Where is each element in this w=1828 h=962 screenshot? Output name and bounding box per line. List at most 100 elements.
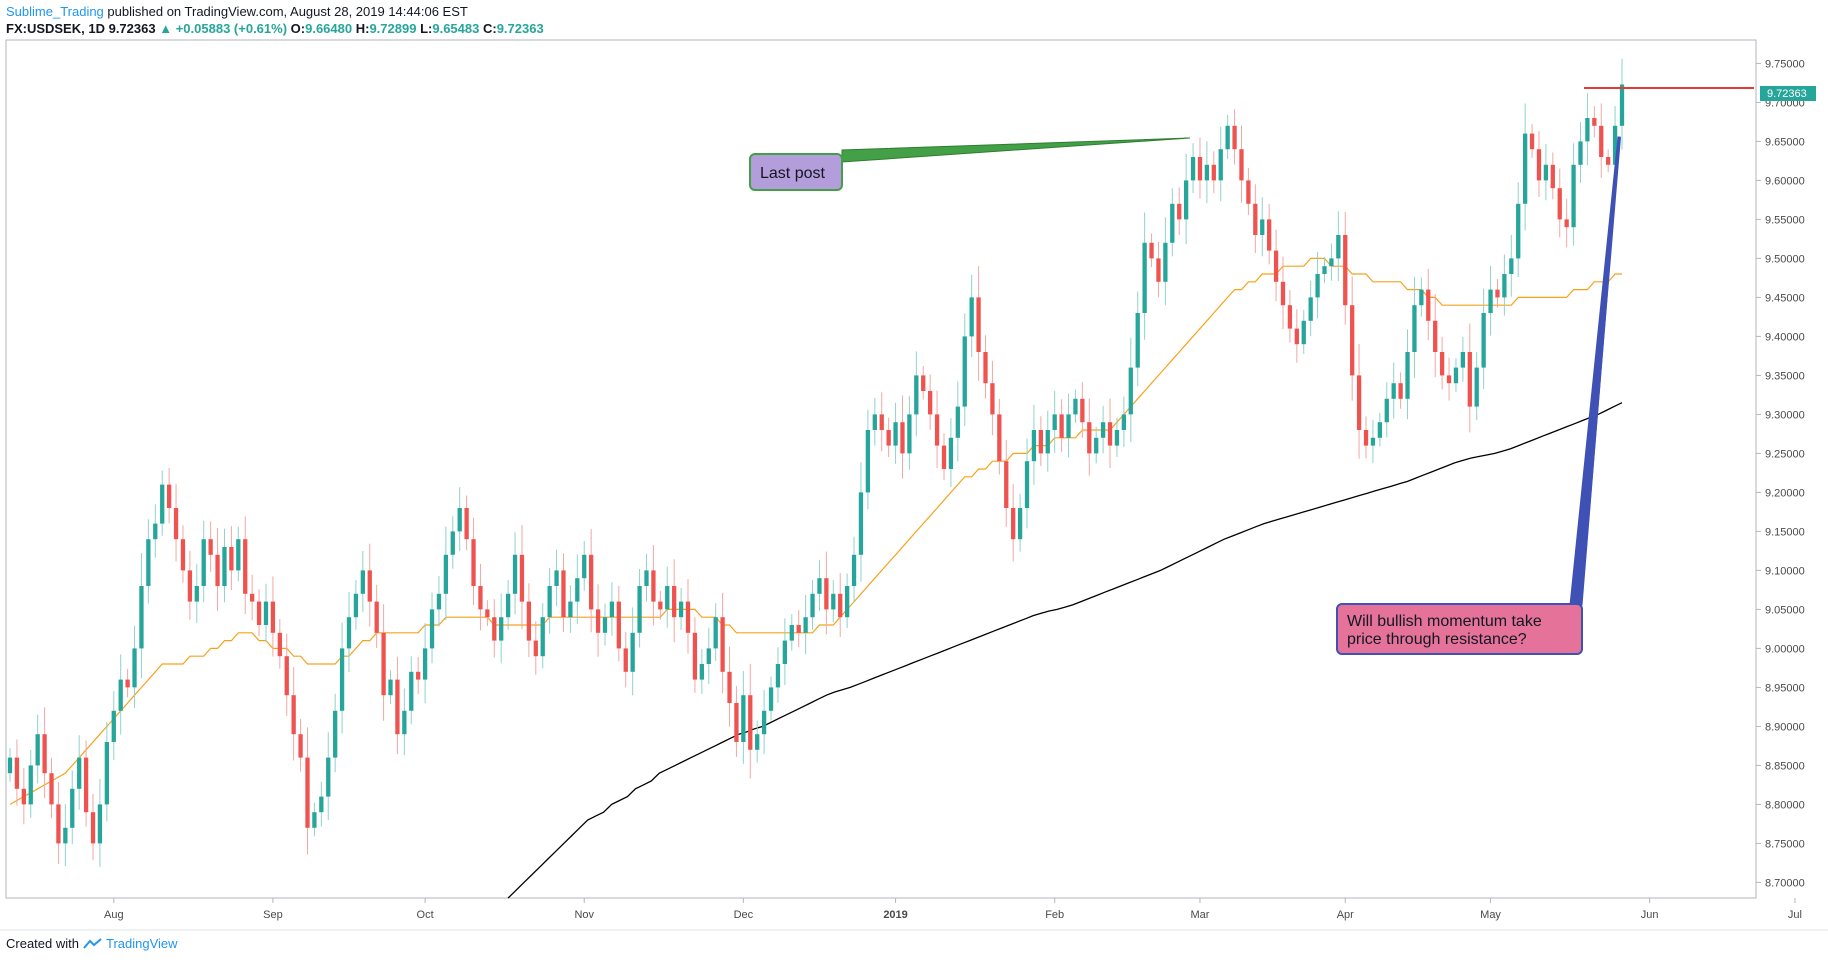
- candle-body: [360, 570, 365, 594]
- candle-body: [243, 539, 248, 594]
- candle-body: [333, 710, 338, 758]
- candle-body: [153, 523, 158, 540]
- y-tick-label: 8.95000: [1765, 682, 1805, 694]
- candle-body: [824, 578, 829, 610]
- candle-body: [1087, 422, 1092, 454]
- tradingview-logo[interactable]: TradingView: [83, 936, 178, 951]
- candle-body: [644, 570, 649, 586]
- candle-body: [1329, 258, 1334, 267]
- candle-body: [160, 484, 165, 524]
- drawing-overlays: Last post Will bullish momentum take pri…: [749, 87, 1754, 655]
- author-link[interactable]: Sublime_Trading: [6, 4, 104, 19]
- candle-body: [492, 617, 497, 641]
- candle-body: [851, 554, 857, 586]
- plot-area: [5, 39, 1757, 899]
- y-tick-label: 9.75000: [1765, 58, 1805, 70]
- y-tick-label: 9.00000: [1765, 643, 1805, 655]
- candle-body: [692, 632, 698, 680]
- candle-body: [478, 586, 483, 610]
- candle-body: [955, 406, 960, 438]
- candle-body: [1163, 242, 1168, 282]
- candle-body: [104, 742, 110, 805]
- close-value: 9.72363: [496, 21, 544, 36]
- candle-body: [1211, 164, 1216, 181]
- candle-body: [111, 710, 116, 742]
- candle-body: [1232, 125, 1237, 150]
- candle-body: [457, 508, 462, 532]
- y-tick-label: 9.45000: [1765, 292, 1805, 304]
- candle-body: [748, 695, 753, 750]
- y-tick-label: 9.50000: [1765, 253, 1805, 265]
- up-arrow-icon: ▲: [159, 21, 173, 36]
- low-value: 9.65483: [432, 21, 480, 36]
- candle-body: [1011, 508, 1016, 540]
- price-axis[interactable]: 9.750009.700009.650009.600009.550009.500…: [1756, 58, 1805, 889]
- candle-body: [796, 625, 801, 633]
- y-tick-label: 9.05000: [1765, 604, 1805, 616]
- time-axis[interactable]: AugSepOctNovDec2019FebMarAprMayJunJulAug…: [104, 898, 1828, 921]
- candle-body: [429, 609, 435, 649]
- candle-body: [720, 617, 725, 672]
- candle-body: [1350, 305, 1355, 376]
- candle-body: [983, 352, 988, 384]
- candle-body: [422, 648, 428, 680]
- candle-body: [485, 609, 490, 618]
- y-tick-label: 9.20000: [1765, 487, 1805, 499]
- x-tick-label: Nov: [574, 909, 594, 921]
- candle-body: [554, 570, 559, 586]
- candle-body: [1183, 180, 1189, 220]
- x-tick-label: Jul: [1788, 909, 1802, 921]
- candle-body: [1287, 305, 1293, 329]
- high-value: 9.72899: [369, 21, 417, 36]
- x-tick-label: Jun: [1641, 909, 1659, 921]
- candle-body: [678, 601, 684, 618]
- candle-body: [339, 648, 345, 711]
- candle-body: [1156, 258, 1161, 282]
- candle-body: [568, 601, 573, 618]
- candle-body: [277, 632, 282, 657]
- candle-body: [402, 710, 407, 735]
- candle-body: [229, 547, 234, 571]
- candle-body: [1377, 422, 1382, 438]
- last-post-box[interactable]: [749, 153, 843, 191]
- candle-body: [1031, 430, 1037, 462]
- candle-body: [865, 430, 871, 493]
- candle-body: [921, 375, 926, 391]
- candle-body: [962, 336, 967, 407]
- trend-line[interactable]: [1580, 136, 1621, 607]
- candle-body: [900, 422, 905, 454]
- x-tick-label: Aug: [104, 909, 124, 921]
- symbol-info: FX:USDSEK, 1D 9.72363 ▲ +0.05883 (+0.61%…: [6, 21, 544, 36]
- candle-body: [1356, 375, 1362, 430]
- candle-body: [658, 601, 663, 610]
- candle-body: [77, 757, 82, 789]
- candle-body: [582, 554, 587, 579]
- candle-body: [166, 484, 172, 508]
- candle-body: [1294, 328, 1299, 345]
- candle-body: [1557, 188, 1562, 220]
- candle-body: [755, 734, 760, 750]
- candle-body: [201, 539, 206, 586]
- candle-body: [125, 679, 130, 688]
- candle-body: [436, 593, 442, 610]
- candle-body: [602, 617, 608, 633]
- candle-body: [1336, 235, 1341, 259]
- candle-body: [810, 593, 815, 618]
- candle-body: [699, 664, 704, 680]
- candle-body: [409, 671, 414, 711]
- y-tick-label: 8.75000: [1765, 838, 1805, 850]
- y-tick-label: 9.10000: [1765, 565, 1805, 577]
- question-box[interactable]: [1336, 603, 1583, 655]
- y-tick-label: 9.30000: [1765, 409, 1805, 421]
- candle-body: [1204, 164, 1210, 181]
- candle-body: [1190, 157, 1196, 181]
- candle-body: [1446, 375, 1452, 384]
- candle-body: [7, 757, 13, 774]
- candle-body: [1488, 289, 1493, 313]
- candle-body: [395, 679, 400, 735]
- candle-body: [450, 531, 455, 555]
- x-tick-label: Dec: [734, 909, 754, 921]
- candle-body: [1004, 461, 1009, 508]
- candle-body: [1038, 430, 1043, 454]
